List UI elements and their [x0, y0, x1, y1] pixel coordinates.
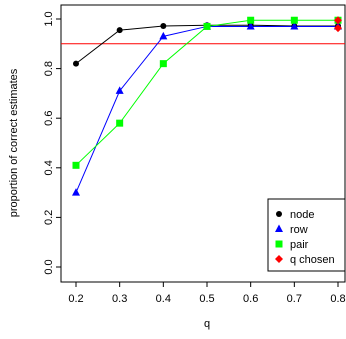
data-point-pair — [203, 22, 211, 30]
legend-marker-node — [276, 211, 282, 217]
legend-marker-row — [275, 224, 283, 232]
data-point-node — [116, 27, 123, 34]
x-tick-label: 0.7 — [287, 293, 302, 305]
series-line-pair — [75, 19, 338, 166]
x-tick-label: 0.2 — [68, 293, 83, 305]
data-point-row — [246, 21, 255, 30]
data-point-pair — [247, 16, 255, 24]
data-point-row — [115, 86, 124, 94]
x-axis: 0.2 0.3 0.4 0.5 0.6 0.7 0.8 — [68, 282, 346, 305]
y-tick-label: 1.0 — [43, 11, 55, 26]
x-axis-label: q — [204, 318, 210, 330]
x-tick-label: 0.8 — [330, 293, 345, 305]
data-point-pair — [116, 119, 124, 127]
x-tick-label: 0.4 — [156, 293, 171, 305]
y-axis: 0.0 0.2 0.4 0.6 0.8 1.0 — [43, 11, 61, 275]
legend-label: pair — [290, 239, 309, 251]
data-point-pair — [159, 60, 167, 68]
data-point-row — [290, 21, 299, 30]
series-markers — [72, 16, 342, 196]
data-point-row — [159, 31, 168, 40]
data-point-row — [72, 188, 80, 196]
data-point-node — [160, 22, 167, 29]
plot-frame — [60, 4, 346, 283]
series-lines — [75, 19, 338, 193]
y-tick-label: 0.8 — [43, 61, 55, 76]
y-tick-label: 0.6 — [43, 111, 55, 126]
x-tick-label: 0.6 — [243, 293, 258, 305]
legend-label: q chosen — [290, 254, 335, 266]
data-point-pair — [290, 16, 298, 24]
series-line-row — [75, 25, 338, 193]
data-point-node — [73, 60, 79, 67]
legend-label: node — [290, 209, 314, 221]
legend-marker-q-chosen — [275, 255, 283, 263]
y-axis-label: proportion of correct estimates — [8, 68, 20, 217]
y-tick-label: 0.2 — [43, 210, 55, 225]
legend-marker-pair — [275, 240, 283, 248]
series-line-node — [75, 24, 338, 65]
chosen-markers — [334, 16, 342, 33]
y-tick-label: 0.0 — [43, 259, 55, 274]
data-point-q-chosen — [334, 16, 342, 25]
x-tick-label: 0.3 — [112, 293, 127, 305]
data-point-pair — [72, 161, 80, 169]
data-point-q-chosen — [334, 24, 342, 33]
x-tick-label: 0.5 — [199, 293, 214, 305]
y-tick-label: 0.4 — [43, 160, 55, 175]
legend: node row pair q chosen — [267, 198, 346, 272]
legend-label: row — [290, 224, 308, 236]
